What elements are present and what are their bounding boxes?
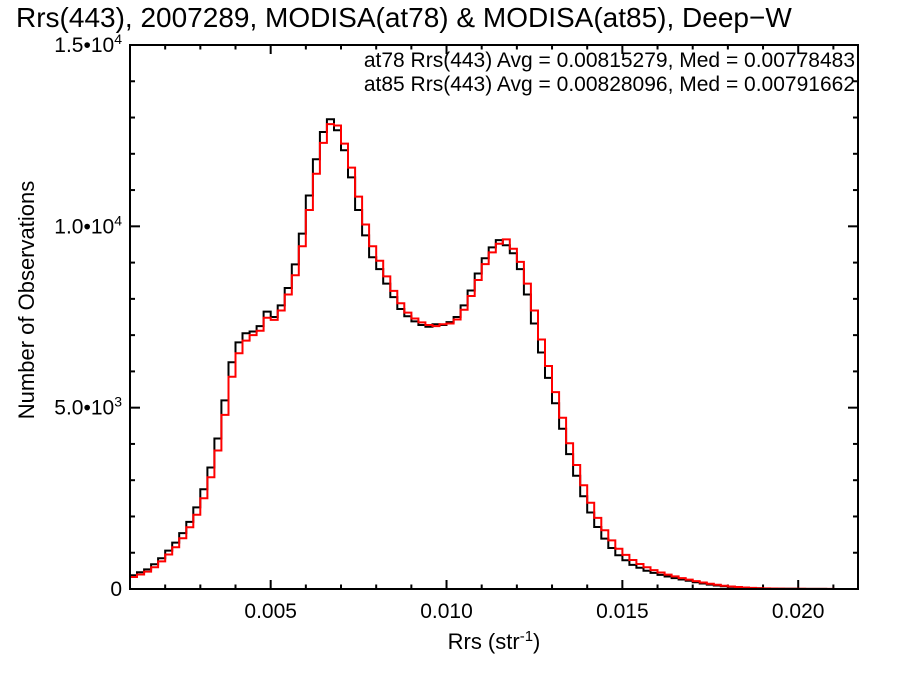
y-tick-exponent: 4	[114, 212, 122, 228]
y-tick-mantissa: 1.5•10	[54, 34, 114, 57]
legend-entry-at78: at78 Rrs(443) Avg = 0.00815279, Med = 0.…	[364, 49, 855, 72]
y-tick-exponent: 3	[114, 394, 122, 410]
y-axis-label: Number of Observations	[14, 181, 39, 419]
y-tick-exponent: 4	[114, 31, 122, 47]
y-tick-label: 1.5•104	[54, 31, 122, 57]
x-axis-label-sup: -1	[520, 628, 533, 645]
plot-frame	[129, 44, 859, 590]
y-tick-label: 1.0•104	[54, 212, 122, 238]
y-tick-label: 5.0•103	[54, 394, 122, 420]
series-at85-line	[130, 123, 858, 590]
series-lines	[130, 118, 858, 590]
tick-labels: 0.005 0.010 0.015 0.02005.0•1031.0•1041.5•1…	[54, 31, 824, 623]
x-tick-label: 0.015	[596, 600, 649, 623]
x-axis-label: Rrs (str-1)	[448, 628, 541, 654]
chart-title: Rrs(443), 2007289, MODISA(at78) & MODISA…	[16, 2, 792, 33]
y-tick-mantissa: 1.0•10	[54, 215, 114, 238]
x-tick-label: 0.010	[420, 600, 473, 623]
y-tick-label: 0	[110, 578, 122, 601]
y-tick-mantissa: 0	[110, 578, 122, 601]
x-tick-label: 0.020	[772, 600, 825, 623]
y-tick-mantissa: 5.0•10	[54, 397, 114, 420]
x-tick-label: 0.005	[244, 600, 297, 623]
x-axis-label-main: Rrs (str	[448, 629, 520, 654]
axis-ticks	[130, 44, 858, 590]
legend-entry-at85: at85 Rrs(443) Avg = 0.00828096, Med = 0.…	[364, 73, 855, 96]
x-axis-label-close: )	[533, 629, 540, 654]
